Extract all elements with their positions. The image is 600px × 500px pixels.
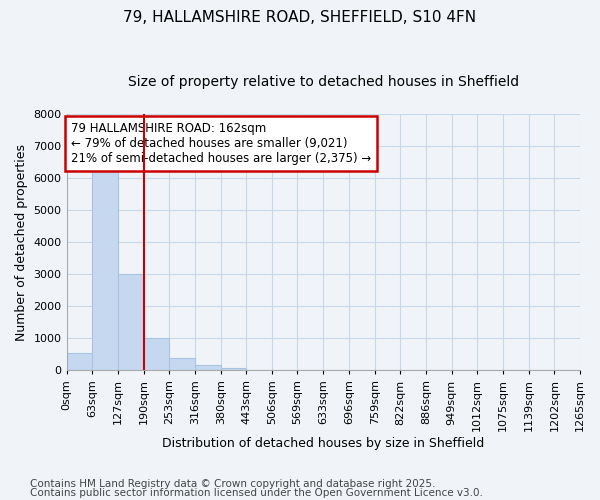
X-axis label: Distribution of detached houses by size in Sheffield: Distribution of detached houses by size …: [162, 437, 484, 450]
Title: Size of property relative to detached houses in Sheffield: Size of property relative to detached ho…: [128, 75, 519, 89]
Bar: [143, 338, 169, 370]
Text: 79, HALLAMSHIRE ROAD, SHEFFIELD, S10 4FN: 79, HALLAMSHIRE ROAD, SHEFFIELD, S10 4FN: [124, 10, 476, 25]
Bar: [118, 274, 143, 370]
Bar: [221, 368, 247, 370]
Bar: [67, 353, 92, 370]
Bar: [92, 162, 118, 370]
Text: Contains HM Land Registry data © Crown copyright and database right 2025.: Contains HM Land Registry data © Crown c…: [30, 479, 436, 489]
Bar: [169, 358, 195, 370]
Bar: [195, 366, 221, 370]
Y-axis label: Number of detached properties: Number of detached properties: [15, 144, 28, 340]
Text: 79 HALLAMSHIRE ROAD: 162sqm
← 79% of detached houses are smaller (9,021)
21% of : 79 HALLAMSHIRE ROAD: 162sqm ← 79% of det…: [71, 122, 371, 165]
Text: Contains public sector information licensed under the Open Government Licence v3: Contains public sector information licen…: [30, 488, 483, 498]
